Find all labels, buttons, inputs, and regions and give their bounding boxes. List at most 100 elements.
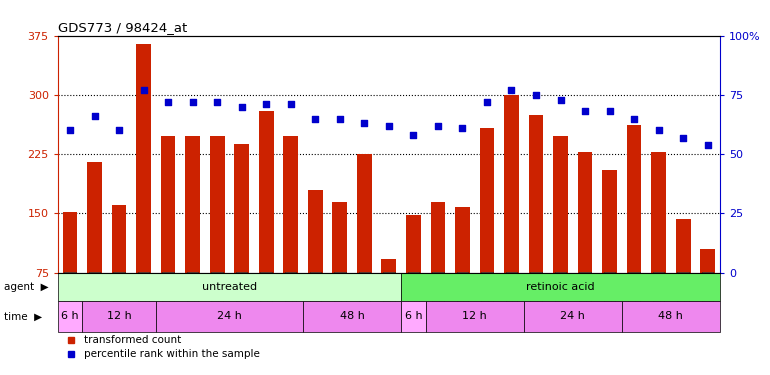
Bar	[529, 115, 544, 273]
Text: GSM27253: GSM27253	[115, 273, 123, 319]
FancyBboxPatch shape	[401, 273, 720, 301]
Text: retinoic acid: retinoic acid	[526, 282, 595, 292]
Text: GSM27268: GSM27268	[581, 273, 590, 319]
Bar	[209, 136, 225, 273]
Bar	[234, 144, 249, 273]
FancyBboxPatch shape	[622, 301, 720, 332]
Text: 6 h: 6 h	[61, 311, 79, 321]
Point	[113, 128, 126, 134]
Text: GSM27273: GSM27273	[360, 273, 369, 319]
FancyBboxPatch shape	[58, 273, 401, 301]
Bar	[504, 95, 519, 273]
Text: GSM27265: GSM27265	[262, 273, 271, 319]
Text: 12 h: 12 h	[107, 311, 132, 321]
Point	[137, 87, 149, 93]
Point	[579, 108, 591, 114]
Point	[480, 99, 493, 105]
Point	[383, 123, 395, 129]
Bar	[627, 125, 641, 273]
Text: GSM27270: GSM27270	[630, 273, 638, 319]
Bar	[62, 212, 77, 273]
Point	[211, 99, 223, 105]
Bar	[259, 111, 273, 273]
FancyBboxPatch shape	[401, 301, 426, 332]
Bar	[430, 201, 445, 273]
Text: GSM27275: GSM27275	[654, 273, 663, 319]
Text: GDS773 / 98424_at: GDS773 / 98424_at	[58, 21, 187, 34]
Text: GSM27269: GSM27269	[605, 273, 614, 319]
Bar	[455, 207, 470, 273]
Bar	[161, 136, 176, 273]
Point	[677, 135, 689, 141]
Text: GSM27276: GSM27276	[678, 273, 688, 319]
Text: GSM27260: GSM27260	[483, 273, 491, 319]
Bar	[87, 162, 102, 273]
Text: GSM27262: GSM27262	[531, 273, 541, 319]
FancyBboxPatch shape	[426, 301, 524, 332]
Bar	[602, 170, 617, 273]
Text: 48 h: 48 h	[340, 311, 364, 321]
Point	[64, 128, 76, 134]
Bar	[381, 259, 397, 273]
FancyBboxPatch shape	[58, 301, 82, 332]
Bar	[676, 219, 691, 273]
Point	[554, 97, 567, 103]
Bar	[136, 44, 151, 273]
Bar	[112, 206, 126, 273]
Text: agent  ▶: agent ▶	[4, 282, 49, 292]
Bar	[480, 128, 494, 273]
FancyBboxPatch shape	[82, 301, 156, 332]
Point	[236, 104, 248, 110]
Text: GSM24606: GSM24606	[65, 273, 75, 319]
Point	[260, 101, 273, 107]
Point	[89, 113, 101, 119]
Point	[628, 116, 641, 122]
Bar	[701, 249, 715, 273]
Text: GSM27261: GSM27261	[507, 273, 516, 319]
Point	[162, 99, 174, 105]
Text: 48 h: 48 h	[658, 311, 683, 321]
Bar	[308, 190, 323, 273]
Point	[457, 125, 469, 131]
Text: GSM27271: GSM27271	[311, 273, 320, 319]
Point	[358, 120, 370, 126]
Text: GSM27259: GSM27259	[188, 273, 197, 319]
Text: GSM27258: GSM27258	[163, 273, 172, 319]
Text: GSM27256: GSM27256	[458, 273, 467, 319]
Point	[285, 101, 297, 107]
Bar	[186, 136, 200, 273]
Point	[186, 99, 199, 105]
Bar	[406, 215, 420, 273]
Point	[652, 128, 665, 134]
Point	[505, 87, 517, 93]
Bar	[651, 152, 666, 273]
Text: percentile rank within the sample: percentile rank within the sample	[84, 350, 260, 359]
Text: 12 h: 12 h	[462, 311, 487, 321]
Text: untreated: untreated	[202, 282, 257, 292]
Point	[530, 92, 542, 98]
Point	[407, 132, 420, 138]
FancyBboxPatch shape	[156, 301, 303, 332]
Point	[432, 123, 444, 129]
Text: GSM27267: GSM27267	[556, 273, 565, 319]
Text: 6 h: 6 h	[404, 311, 422, 321]
Text: GSM27266: GSM27266	[286, 273, 295, 319]
Text: GSM27252: GSM27252	[90, 273, 99, 319]
Text: GSM27272: GSM27272	[335, 273, 344, 319]
Text: GSM27264: GSM27264	[237, 273, 246, 319]
Text: GSM27263: GSM27263	[213, 273, 222, 319]
FancyBboxPatch shape	[524, 301, 622, 332]
Text: GSM27277: GSM27277	[703, 273, 712, 319]
Text: transformed count: transformed count	[84, 335, 182, 345]
Point	[604, 108, 616, 114]
Bar	[333, 201, 347, 273]
FancyBboxPatch shape	[303, 301, 401, 332]
Bar	[283, 136, 298, 273]
Text: GSM27254: GSM27254	[409, 273, 418, 319]
Bar	[578, 152, 592, 273]
Text: GSM27274: GSM27274	[384, 273, 393, 319]
Point	[309, 116, 321, 122]
Bar	[357, 154, 372, 273]
Text: GSM27257: GSM27257	[139, 273, 148, 319]
Point	[333, 116, 346, 122]
